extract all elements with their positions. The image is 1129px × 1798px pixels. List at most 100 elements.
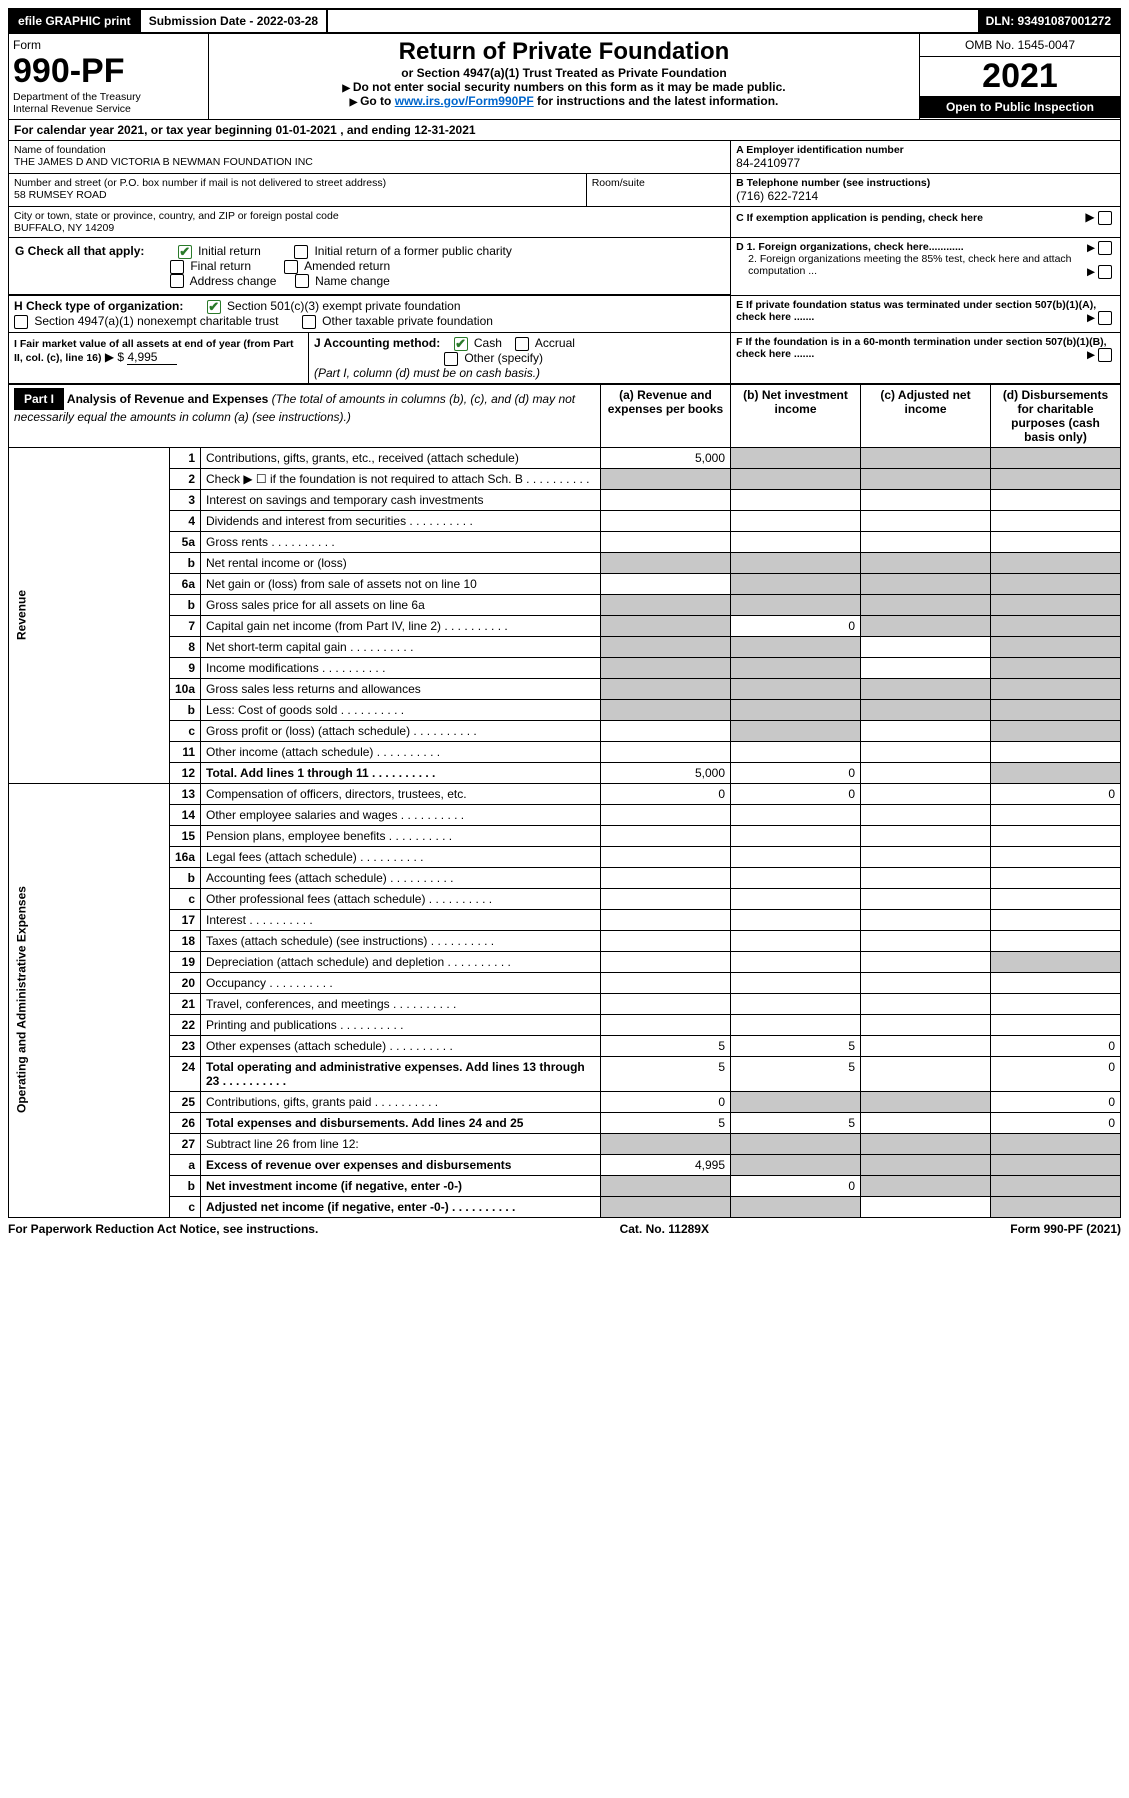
line-value-d: 0 <box>991 1056 1121 1091</box>
line-value-d <box>991 1154 1121 1175</box>
line-number: 9 <box>169 657 200 678</box>
line-value-b <box>731 825 861 846</box>
line-description: Adjusted net income (if negative, enter … <box>201 1196 601 1217</box>
line-value-c <box>861 867 991 888</box>
cal-pre: For calendar year 2021, or tax year begi… <box>14 123 275 137</box>
line-value-b <box>731 594 861 615</box>
line-value-a <box>601 993 731 1014</box>
line-value-b <box>731 468 861 489</box>
line-value-a <box>601 468 731 489</box>
j-cash-checkbox[interactable] <box>454 337 468 351</box>
line-value-c <box>861 657 991 678</box>
line-value-a <box>601 867 731 888</box>
part1-label: Part I <box>14 388 64 410</box>
amended-return-checkbox[interactable] <box>284 260 298 274</box>
line-value-c <box>861 678 991 699</box>
address-row: Number and street (or P.O. box number if… <box>8 174 1121 207</box>
line-number: 4 <box>169 510 200 531</box>
addr-change-checkbox[interactable] <box>170 274 184 288</box>
line-description: Gross profit or (loss) (attach schedule) <box>201 720 601 741</box>
h-501c3-checkbox[interactable] <box>207 300 221 314</box>
initial-return-checkbox[interactable] <box>178 245 192 259</box>
h-label: H Check type of organization: <box>14 299 183 313</box>
g-final: Final return <box>190 259 251 273</box>
j-accrual-checkbox[interactable] <box>515 337 529 351</box>
e-checkbox[interactable] <box>1098 311 1112 325</box>
h-other-checkbox[interactable] <box>302 315 316 329</box>
line-value-d <box>991 1196 1121 1217</box>
line-value-a <box>601 657 731 678</box>
line-value-d <box>991 825 1121 846</box>
g-initial: Initial return <box>198 244 261 258</box>
line-value-b <box>731 930 861 951</box>
line-value-b <box>731 489 861 510</box>
j-other: Other (specify) <box>464 351 543 365</box>
line-description: Total operating and administrative expen… <box>201 1056 601 1091</box>
line-value-b <box>731 1014 861 1035</box>
line-value-a <box>601 972 731 993</box>
line-value-a: 5 <box>601 1056 731 1091</box>
final-return-checkbox[interactable] <box>170 260 184 274</box>
line-number: 15 <box>169 825 200 846</box>
city-label: City or town, state or province, country… <box>14 210 725 222</box>
line-value-b <box>731 678 861 699</box>
c-checkbox[interactable] <box>1098 211 1112 225</box>
line-description: Net gain or (loss) from sale of assets n… <box>201 573 601 594</box>
d1-checkbox[interactable] <box>1098 241 1112 255</box>
line-value-d: 0 <box>991 1091 1121 1112</box>
line-number: 8 <box>169 636 200 657</box>
d2-checkbox[interactable] <box>1098 265 1112 279</box>
line-value-c <box>861 1133 991 1154</box>
line-value-b <box>731 1154 861 1175</box>
line-description: Occupancy <box>201 972 601 993</box>
line-value-b: 5 <box>731 1035 861 1056</box>
line-value-a <box>601 510 731 531</box>
j-label: J Accounting method: <box>314 336 440 350</box>
line-value-c <box>861 1175 991 1196</box>
line-number: 7 <box>169 615 200 636</box>
form-title: Return of Private Foundation <box>213 38 915 66</box>
line-value-b: 0 <box>731 1175 861 1196</box>
line-value-c <box>861 510 991 531</box>
col-b-header: (b) Net investment income <box>731 384 861 447</box>
form-subtitle: or Section 4947(a)(1) Trust Treated as P… <box>213 66 915 80</box>
tax-year: 2021 <box>920 57 1120 96</box>
line-value-c <box>861 888 991 909</box>
line-value-b: 0 <box>731 783 861 804</box>
line-value-c <box>861 720 991 741</box>
f-checkbox[interactable] <box>1098 348 1112 362</box>
phone-value: (716) 622-7214 <box>736 189 1115 203</box>
line-description: Check ▶ ☐ if the foundation is not requi… <box>201 468 601 489</box>
line-value-c <box>861 1196 991 1217</box>
d2-label: 2. Foreign organizations meeting the 85%… <box>748 253 1071 277</box>
line-value-a <box>601 1133 731 1154</box>
line-value-d <box>991 573 1121 594</box>
line-description: Net short-term capital gain <box>201 636 601 657</box>
h-4947-checkbox[interactable] <box>14 315 28 329</box>
line-value-a: 0 <box>601 1091 731 1112</box>
line-description: Dividends and interest from securities <box>201 510 601 531</box>
line-value-c <box>861 825 991 846</box>
line-value-a <box>601 699 731 720</box>
note2-post: for instructions and the latest informat… <box>534 94 779 108</box>
name-change-checkbox[interactable] <box>295 274 309 288</box>
j-other-checkbox[interactable] <box>444 352 458 366</box>
instructions-link[interactable]: www.irs.gov/Form990PF <box>395 94 534 108</box>
submission-date: Submission Date - 2022-03-28 <box>141 10 328 32</box>
line-value-d <box>991 1175 1121 1196</box>
efile-label: efile GRAPHIC print <box>10 10 141 32</box>
line-description: Depreciation (attach schedule) and deple… <box>201 951 601 972</box>
initial-public-checkbox[interactable] <box>294 245 308 259</box>
g-d-row: G Check all that apply: Initial return I… <box>8 238 1121 296</box>
line-value-a <box>601 888 731 909</box>
line-value-b <box>731 720 861 741</box>
f-label: F If the foundation is in a 60-month ter… <box>736 336 1106 360</box>
line-description: Legal fees (attach schedule) <box>201 846 601 867</box>
line-value-b <box>731 1091 861 1112</box>
city-row: City or town, state or province, country… <box>8 207 1121 238</box>
line-value-a <box>601 1014 731 1035</box>
line-number: b <box>169 594 200 615</box>
line-value-d: 0 <box>991 1112 1121 1133</box>
line-value-b <box>731 699 861 720</box>
open-inspection: Open to Public Inspection <box>920 96 1120 118</box>
